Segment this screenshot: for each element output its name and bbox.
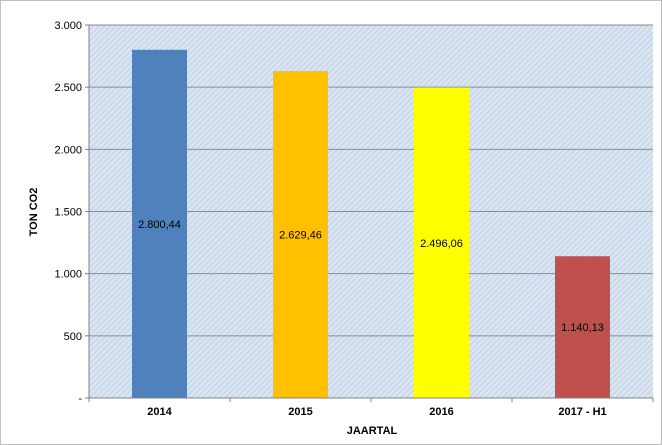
- bar-2016: [414, 87, 469, 398]
- bar-2014: [132, 49, 187, 399]
- y-tick-label: 1.500: [54, 207, 82, 219]
- x-category-label: 2017 - H1: [558, 406, 606, 418]
- x-category-label: 2014: [147, 406, 172, 418]
- bar-data-label: 2.496,06: [420, 238, 463, 250]
- y-tick-label: 3.000: [54, 20, 82, 32]
- y-tick-label: -: [78, 393, 82, 405]
- bar-2017-h1: [555, 256, 610, 398]
- bar-data-label: 1.140,13: [561, 322, 604, 334]
- bar-data-label: 2.629,46: [279, 230, 322, 242]
- x-category-label: 2016: [429, 406, 453, 418]
- x-category-label: 2015: [288, 406, 312, 418]
- x-axis-title: JAARTAL: [347, 425, 398, 437]
- y-tick-label: 1.000: [54, 269, 82, 281]
- bar-2015: [273, 71, 328, 399]
- y-tick-label: 500: [64, 331, 82, 343]
- y-tick-label: 2.000: [54, 144, 82, 156]
- bar-data-label: 2.800,44: [138, 219, 181, 231]
- y-tick-label: 2.500: [54, 82, 82, 94]
- y-axis-title: TON CO2: [28, 188, 40, 237]
